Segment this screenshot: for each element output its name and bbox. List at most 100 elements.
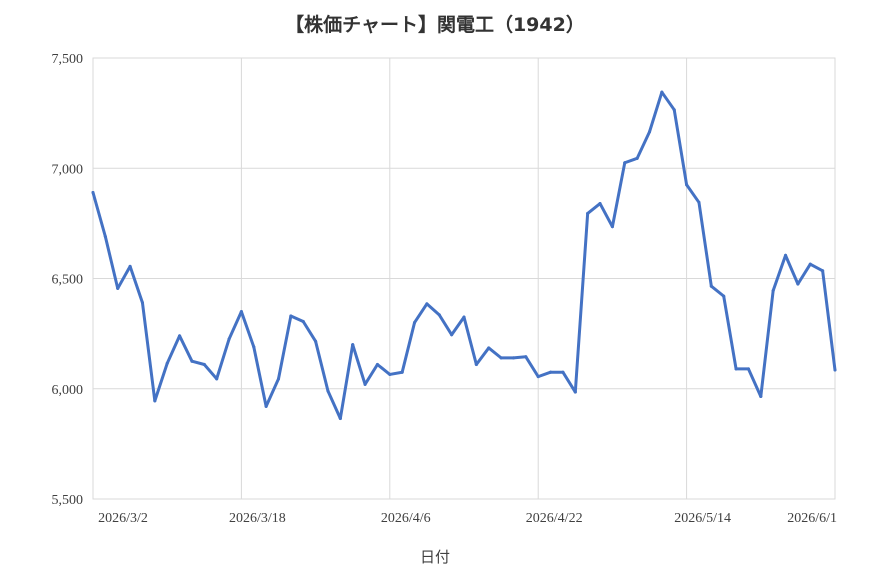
data-point [598, 202, 602, 206]
series-line-segment [165, 334, 182, 365]
data-point [672, 108, 676, 112]
data-point [610, 225, 614, 229]
data-point [487, 346, 491, 350]
data-point [314, 339, 318, 343]
series-group [91, 90, 837, 421]
series-line-segment [450, 315, 466, 337]
data-point [709, 284, 713, 288]
data-point [635, 156, 639, 160]
y-tick-label: 6,000 [52, 383, 84, 398]
x-tick-label: 2026/3/2 [98, 511, 148, 526]
series-line-segment [178, 334, 194, 363]
data-point [808, 262, 812, 266]
data-point [239, 310, 243, 314]
series-line-segment [289, 314, 305, 323]
data-point [326, 389, 330, 393]
data-point [363, 382, 367, 386]
data-point [536, 375, 540, 379]
series-line-segment [277, 314, 293, 381]
series-line-segment [709, 284, 726, 298]
data-point [746, 367, 750, 371]
series-line-segment [610, 161, 627, 229]
series-line-segment [573, 211, 590, 394]
data-point [660, 90, 664, 94]
data-point [450, 333, 454, 337]
series-line-segment [153, 361, 169, 403]
series-line-segment [672, 108, 689, 187]
series-line-segment [227, 310, 243, 341]
series-line-segment [660, 90, 676, 112]
series-line-segment [425, 302, 441, 317]
series-line-segment [796, 262, 812, 286]
series-line-segment [598, 202, 614, 229]
data-point [202, 362, 206, 366]
series-line-segment [314, 339, 330, 393]
series-line-segment [202, 362, 219, 381]
data-point [400, 370, 404, 374]
data-point [165, 361, 169, 365]
data-point [103, 235, 107, 239]
data-point [648, 130, 651, 134]
series-line-segment [338, 343, 355, 421]
data-point [734, 367, 738, 371]
series-line-segment [697, 200, 713, 288]
series-line-segment [821, 269, 837, 372]
data-point [771, 289, 775, 293]
series-line-segment [771, 253, 788, 293]
data-point [784, 253, 788, 257]
data-point [301, 319, 305, 323]
x-tick-label: 2026/4/22 [526, 511, 583, 526]
data-point [425, 302, 429, 306]
data-point [413, 321, 417, 325]
data-point [511, 356, 515, 360]
series-line-segment [623, 156, 639, 165]
data-point [128, 264, 132, 268]
series-line-segment [91, 191, 107, 239]
series-line-segment [140, 301, 157, 403]
series-line-segment [648, 90, 664, 134]
data-point [499, 356, 503, 360]
data-point [116, 286, 120, 290]
series-line-segment [301, 319, 318, 343]
series-line-segment [784, 253, 800, 286]
series-line-segment [264, 377, 280, 408]
x-tick-label: 2026/5/14 [674, 511, 731, 526]
data-point [264, 404, 268, 408]
series-line-segment [190, 359, 206, 366]
x-tick-label: 2026/3/18 [229, 511, 286, 526]
series-line-segment [586, 202, 602, 215]
x-axis-label: 日付 [420, 548, 450, 566]
series-line-segment [116, 264, 132, 290]
series-line-segment [375, 362, 392, 376]
data-point [586, 211, 590, 215]
data-point [833, 368, 837, 372]
series-line-segment [103, 235, 120, 290]
series-line-segment [759, 289, 775, 398]
series-line-segment [746, 367, 763, 398]
data-point [437, 313, 441, 317]
series-line-segment [239, 310, 256, 349]
y-tick-label: 6,500 [52, 273, 84, 288]
series-line-segment [215, 337, 231, 381]
data-point [685, 183, 689, 187]
series-line-segment [363, 362, 379, 386]
x-axis-ticks: 2026/3/2 2026/3/18 2026/4/6 2026/4/22 2026/5… [98, 511, 837, 526]
series-line-segment [685, 183, 701, 204]
series-line-segment [252, 345, 268, 408]
y-tick-label: 7,500 [52, 52, 84, 67]
y-tick-label: 7,000 [52, 162, 84, 177]
series-line-segment [462, 315, 478, 366]
data-point [252, 345, 256, 349]
x-tick-label: 2026/4/6 [381, 511, 431, 526]
data-point [91, 191, 95, 195]
data-point [462, 315, 466, 319]
series-line-segment [722, 294, 738, 371]
data-point [215, 377, 219, 381]
series-line-segment [400, 321, 417, 374]
data-point [289, 314, 293, 318]
data-point [623, 161, 627, 165]
y-axis-ticks: 5,500 6,000 6,500 7,000 7,500 [52, 52, 84, 508]
series-line-segment [474, 346, 491, 366]
series-line-segment [487, 346, 503, 360]
